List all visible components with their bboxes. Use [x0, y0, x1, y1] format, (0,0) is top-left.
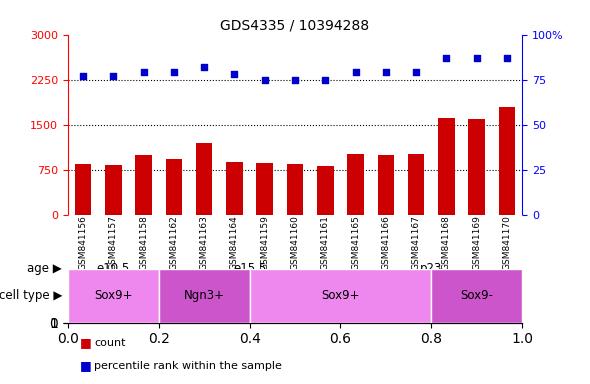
Bar — [408, 154, 424, 215]
Text: GSM841165: GSM841165 — [351, 215, 360, 270]
Text: GSM841159: GSM841159 — [260, 215, 269, 270]
Bar — [257, 163, 273, 215]
Bar — [348, 154, 364, 215]
Bar — [250, 269, 431, 323]
Text: GSM841163: GSM841163 — [199, 215, 209, 270]
Title: GDS4335 / 10394288: GDS4335 / 10394288 — [221, 18, 369, 32]
Point — [411, 70, 421, 76]
Point — [169, 70, 179, 76]
Text: GSM841162: GSM841162 — [169, 215, 178, 270]
Text: GSM841156: GSM841156 — [78, 215, 87, 270]
Bar — [431, 269, 522, 323]
Text: Sox9+: Sox9+ — [321, 289, 360, 302]
Bar — [317, 166, 333, 215]
Bar — [135, 155, 152, 215]
Text: GSM841164: GSM841164 — [230, 215, 239, 270]
Point — [290, 77, 300, 83]
Bar — [287, 164, 303, 215]
Bar — [226, 162, 242, 215]
Point — [502, 55, 512, 61]
Text: GSM841160: GSM841160 — [290, 215, 300, 270]
Point — [139, 70, 148, 76]
Point — [381, 70, 391, 76]
Bar — [468, 119, 485, 215]
Text: age ▶: age ▶ — [27, 262, 62, 275]
Text: Sox9-: Sox9- — [460, 289, 493, 302]
Text: GSM841157: GSM841157 — [109, 215, 118, 270]
Text: Sox9+: Sox9+ — [94, 289, 133, 302]
Text: e10.5: e10.5 — [97, 262, 130, 275]
Point — [109, 73, 118, 79]
Bar — [159, 269, 250, 323]
Text: p23: p23 — [420, 262, 442, 275]
Point — [472, 55, 481, 61]
Text: cell type ▶: cell type ▶ — [0, 289, 62, 302]
Bar — [75, 164, 91, 215]
Point — [442, 55, 451, 61]
Bar — [105, 165, 122, 215]
Bar — [196, 143, 212, 215]
Point — [351, 70, 360, 76]
Text: GSM841167: GSM841167 — [412, 215, 421, 270]
Bar — [68, 269, 159, 323]
Text: count: count — [94, 338, 126, 348]
Point — [320, 77, 330, 83]
Text: GSM841161: GSM841161 — [321, 215, 330, 270]
Point — [230, 71, 239, 77]
Text: GSM841169: GSM841169 — [472, 215, 481, 270]
Text: GSM841166: GSM841166 — [381, 215, 391, 270]
Text: Ngn3+: Ngn3+ — [183, 289, 225, 302]
Bar — [499, 107, 515, 215]
Text: ■: ■ — [80, 359, 96, 372]
Text: e15.5: e15.5 — [233, 262, 266, 275]
Bar — [166, 159, 182, 215]
Text: GSM841158: GSM841158 — [139, 215, 148, 270]
Text: ■: ■ — [80, 336, 96, 349]
Text: GSM841168: GSM841168 — [442, 215, 451, 270]
Text: percentile rank within the sample: percentile rank within the sample — [94, 361, 282, 371]
Point — [260, 77, 270, 83]
Point — [78, 73, 88, 79]
Text: GSM841170: GSM841170 — [503, 215, 512, 270]
Point — [199, 64, 209, 70]
Bar — [378, 155, 394, 215]
Bar — [438, 118, 455, 215]
